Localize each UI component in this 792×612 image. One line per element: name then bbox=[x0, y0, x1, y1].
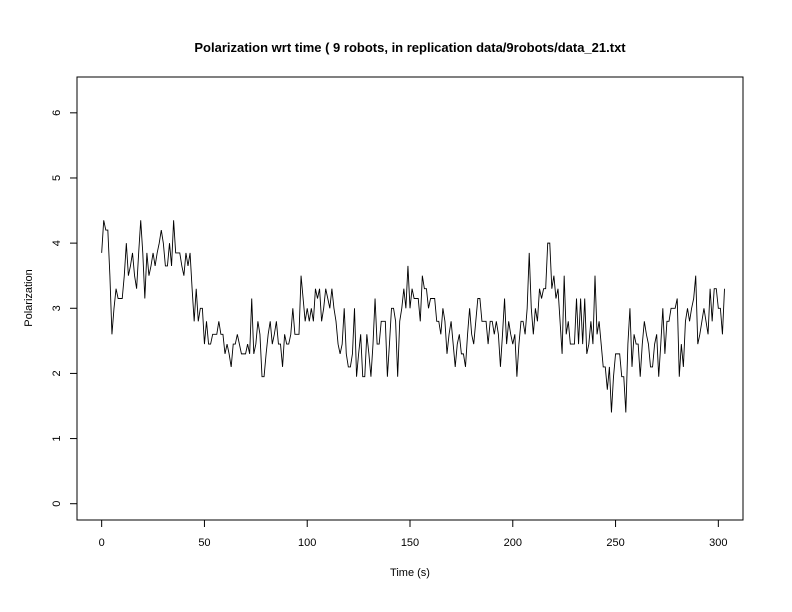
y-axis: 0 1 2 3 4 5 6 bbox=[51, 110, 78, 507]
x-tick-label: 100 bbox=[298, 537, 316, 549]
y-tick-label: 4 bbox=[51, 240, 63, 246]
x-tick-label: 0 bbox=[99, 537, 105, 549]
x-axis: 0 50 100 150 200 250 300 bbox=[99, 519, 728, 549]
y-tick-label: 3 bbox=[51, 305, 63, 311]
x-tick-label: 300 bbox=[709, 537, 727, 549]
chart-title: Polarization wrt time ( 9 robots, in rep… bbox=[194, 40, 626, 55]
x-tick-label: 200 bbox=[504, 537, 522, 549]
y-tick-label: 2 bbox=[51, 370, 63, 376]
y-tick-label: 6 bbox=[51, 110, 63, 116]
y-axis-label: Polarization bbox=[23, 269, 35, 326]
x-axis-label: Time (s) bbox=[390, 567, 430, 579]
x-tick-label: 250 bbox=[606, 537, 624, 549]
x-tick-label: 150 bbox=[401, 537, 419, 549]
x-tick-label: 50 bbox=[198, 537, 210, 549]
y-tick-label: 1 bbox=[51, 436, 63, 442]
series-line-polarization bbox=[101, 220, 725, 413]
y-tick-label: 5 bbox=[51, 175, 63, 181]
y-tick-label: 0 bbox=[51, 501, 63, 507]
